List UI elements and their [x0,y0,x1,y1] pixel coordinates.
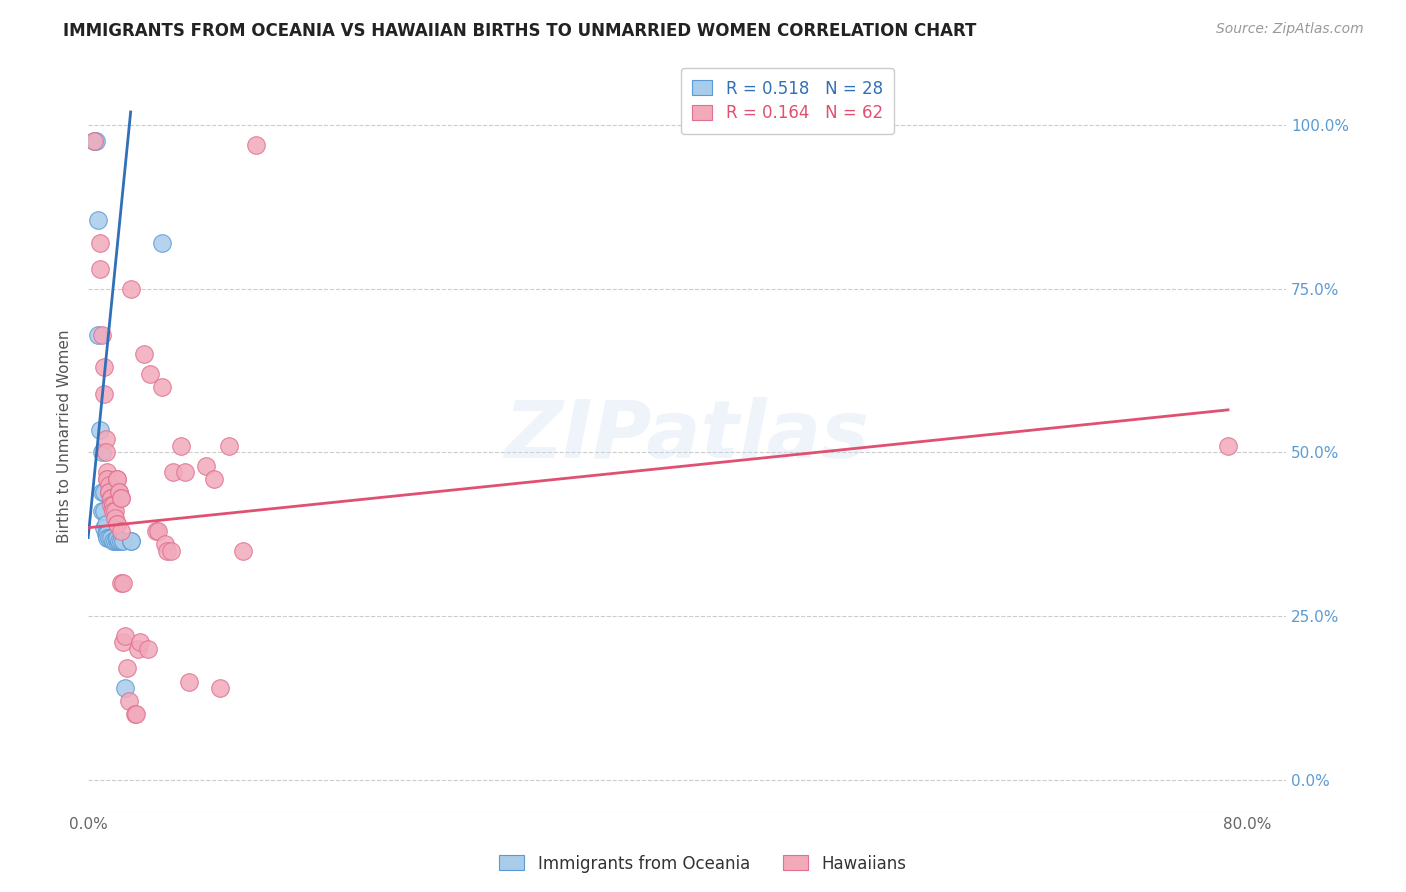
Point [104,511,127,525]
Text: Source: ZipAtlas.com: Source: ZipAtlas.com [1216,22,1364,37]
Point [110,533,132,548]
Text: ZIPatlas: ZIPatlas [505,397,869,475]
Point [173,465,195,479]
Point [105,517,128,532]
Point [177,674,200,689]
Point [89,235,111,250]
Point [202,472,225,486]
Point [208,681,231,695]
Point [160,543,183,558]
Y-axis label: Births to Unmarried Women: Births to Unmarried Women [58,329,72,543]
Point [125,707,148,722]
Point [114,629,136,643]
Point [111,576,134,591]
Point [120,533,142,548]
Point [111,635,134,649]
Point [162,465,184,479]
Point [93,484,115,499]
Point [150,380,173,394]
Point [94,433,117,447]
Point [90,327,112,342]
Point [110,576,132,591]
Point [100,491,122,506]
Point [139,367,162,381]
Point [87,213,110,227]
Point [98,478,121,492]
Point [110,524,132,538]
Point [105,531,128,545]
Point [120,282,142,296]
Point [96,472,118,486]
Point [84,135,107,149]
Point [195,458,218,473]
Point [100,498,122,512]
Point [129,635,152,649]
Legend: R = 0.518   N = 28, R = 0.164   N = 62: R = 0.518 N = 28, R = 0.164 N = 62 [681,68,894,134]
Point [103,504,125,518]
Point [1216,439,1239,453]
Point [108,484,131,499]
Point [90,484,112,499]
Point [104,533,127,548]
Point [110,491,132,506]
Point [124,707,146,722]
Point [218,439,240,453]
Point [105,472,128,486]
Point [98,484,121,499]
Legend: Immigrants from Oceania, Hawaiians: Immigrants from Oceania, Hawaiians [492,848,914,880]
Point [155,537,177,551]
Point [111,533,134,548]
Point [96,472,118,486]
Point [146,524,169,538]
Point [170,439,193,453]
Point [96,531,118,545]
Point [105,517,128,532]
Point [120,533,142,548]
Point [93,521,115,535]
Point [93,504,115,518]
Point [93,360,115,375]
Point [103,533,125,548]
Point [98,484,121,499]
Point [94,445,117,459]
Point [89,262,111,277]
Point [93,386,115,401]
Point [105,533,128,548]
Point [136,641,159,656]
Point [89,423,111,437]
Point [156,543,179,558]
Point [127,641,149,656]
Text: IMMIGRANTS FROM OCEANIA VS HAWAIIAN BIRTHS TO UNMARRIED WOMEN CORRELATION CHART: IMMIGRANTS FROM OCEANIA VS HAWAIIAN BIRT… [63,22,977,40]
Point [115,661,138,675]
Point [83,135,105,149]
Point [103,498,125,512]
Point [98,531,121,545]
Point [90,504,112,518]
Point [104,504,127,518]
Point [100,491,122,506]
Point [114,681,136,695]
Point [232,543,254,558]
Point [96,527,118,541]
Point [145,524,167,538]
Point [245,137,267,152]
Point [94,517,117,532]
Point [96,465,118,479]
Point [150,235,173,250]
Point [108,484,131,499]
Point [94,527,117,541]
Point [90,445,112,459]
Point [108,533,131,548]
Point [87,327,110,342]
Point [103,498,125,512]
Point [105,472,128,486]
Point [83,135,105,149]
Point [134,347,156,361]
Point [118,694,141,708]
Point [100,531,122,545]
Point [110,491,132,506]
